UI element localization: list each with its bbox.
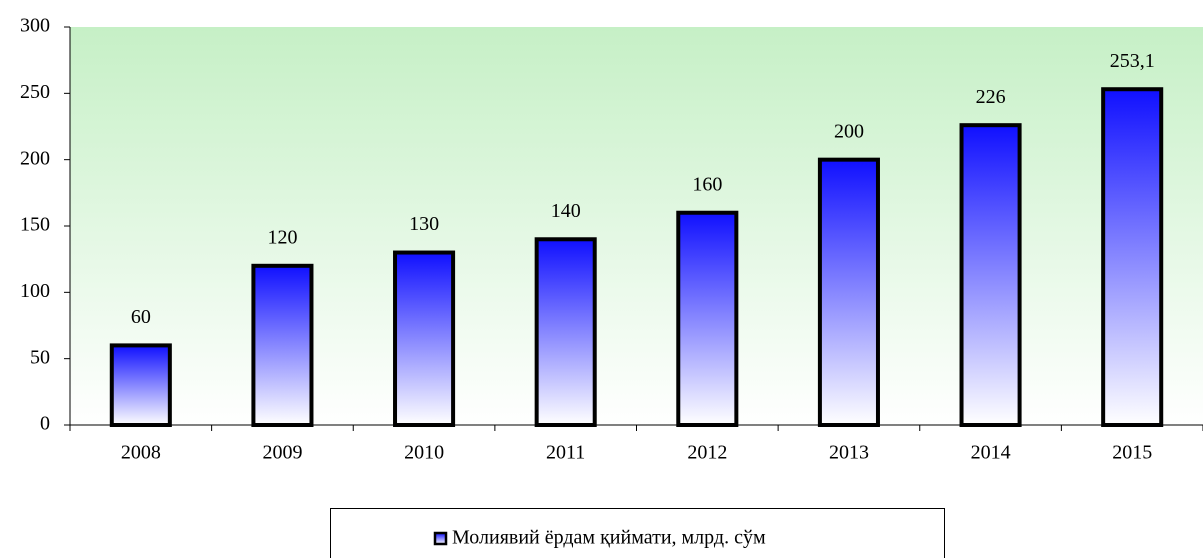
legend-label: Молиявий ёрдам қиймати, млрд. сўм	[452, 527, 766, 549]
x-tick-label: 2014	[971, 442, 1011, 464]
x-tick-label: 2012	[687, 442, 727, 464]
y-tick-label: 300	[20, 15, 50, 37]
bar	[109, 343, 172, 427]
bar	[817, 157, 880, 428]
bar	[393, 250, 456, 427]
data-label: 60	[131, 306, 151, 328]
x-tick-label: 2009	[262, 442, 302, 464]
y-tick-label: 250	[20, 81, 50, 103]
bar	[534, 237, 597, 427]
bar	[959, 123, 1022, 427]
data-label: 120	[267, 226, 297, 248]
data-label: 253,1	[1110, 50, 1155, 72]
data-label: 226	[976, 86, 1006, 108]
y-tick-label: 100	[20, 280, 50, 302]
x-tick-label: 2010	[404, 442, 444, 464]
y-tick-label: 50	[30, 346, 50, 368]
data-label: 160	[692, 173, 722, 195]
x-tick-label: 2011	[546, 442, 585, 464]
legend-box	[330, 508, 945, 558]
data-label: 200	[834, 120, 864, 142]
y-tick-label: 0	[40, 413, 50, 435]
data-label: 130	[409, 213, 439, 235]
x-tick-label: 2015	[1112, 442, 1152, 464]
x-tick-label: 2013	[829, 442, 869, 464]
legend-swatch	[433, 531, 448, 546]
data-label: 140	[551, 200, 581, 222]
bar	[1101, 87, 1164, 427]
bar	[251, 263, 314, 427]
x-tick-label: 2008	[121, 442, 161, 464]
plot-area	[70, 27, 1203, 425]
y-tick-label: 150	[20, 214, 50, 236]
y-tick-label: 200	[20, 147, 50, 169]
bar	[676, 210, 739, 427]
